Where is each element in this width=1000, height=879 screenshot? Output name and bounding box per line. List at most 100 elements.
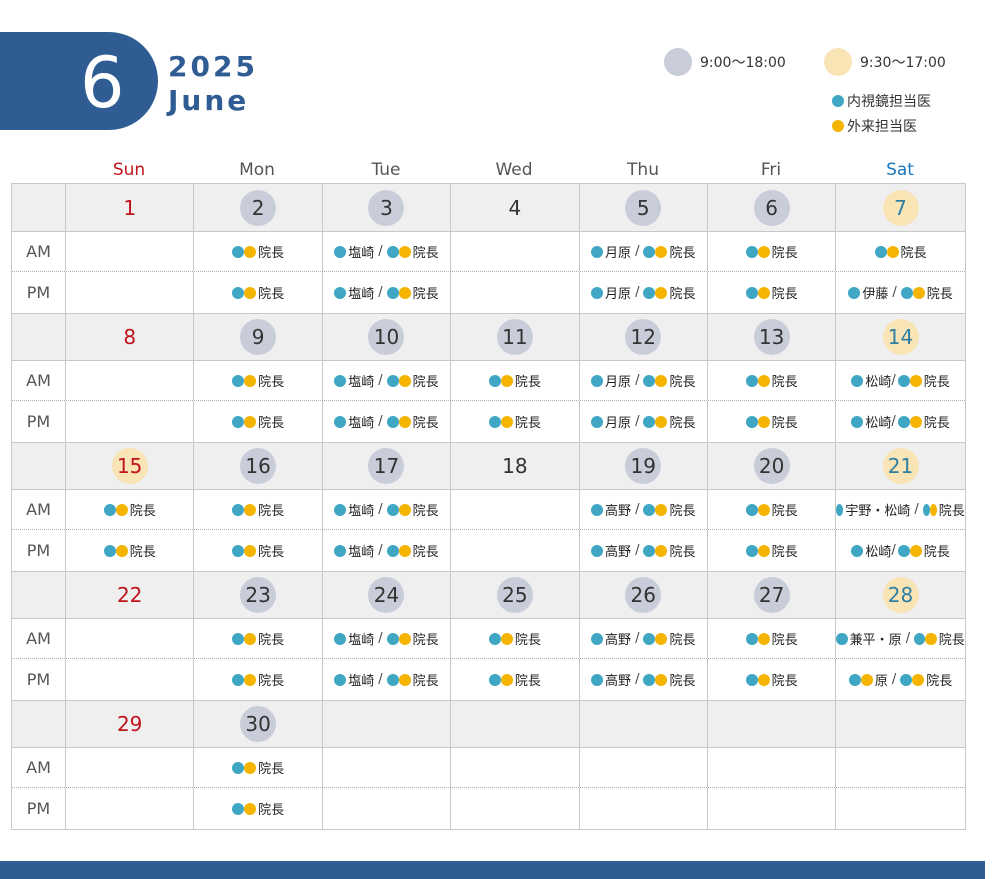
date-cell: 12 bbox=[580, 314, 708, 360]
separator: / bbox=[378, 414, 383, 429]
endoscopy-dot-icon bbox=[591, 503, 604, 516]
am-cell: 院長 bbox=[836, 232, 964, 271]
footer-bar bbox=[0, 861, 985, 879]
separator: / bbox=[635, 672, 640, 687]
pm-row: PM 院長 bbox=[12, 788, 965, 829]
pm-cell bbox=[451, 272, 580, 313]
endoscopy-dot-icon bbox=[334, 415, 347, 428]
pm-cell bbox=[836, 788, 964, 829]
outpatient-dot-icon bbox=[655, 286, 668, 299]
day-number: 23 bbox=[240, 577, 277, 613]
endoscopy-dot-icon bbox=[851, 544, 864, 557]
pm-cell: 院長 bbox=[451, 659, 580, 700]
pm-label: PM bbox=[12, 530, 66, 571]
am-cell bbox=[451, 490, 580, 529]
pm-cell: 原 / 院長 bbox=[836, 659, 964, 700]
separator: / bbox=[378, 373, 383, 388]
day-number: 6 bbox=[753, 189, 790, 226]
outpatient-dot-icon bbox=[244, 415, 257, 428]
month-number: 6 bbox=[80, 42, 125, 124]
day-number: 1 bbox=[123, 195, 137, 220]
date-cell bbox=[451, 701, 580, 747]
pm-cell: 院長 bbox=[708, 659, 837, 700]
am-cell: 院長 bbox=[708, 490, 837, 529]
am-cell: 院長 bbox=[194, 748, 323, 787]
endoscopy-dot-icon bbox=[488, 673, 501, 686]
outpatient-dot-icon bbox=[500, 374, 513, 387]
outpatient-doctor: 院長 bbox=[258, 375, 285, 390]
endoscopy-dot-icon bbox=[232, 761, 245, 774]
outpatient-dot-icon bbox=[757, 503, 770, 516]
day-number: 8 bbox=[123, 325, 137, 349]
pm-cell: 院長 bbox=[194, 401, 323, 442]
legend-hours2-text: 9:30～17:00 bbox=[860, 55, 946, 71]
outpatient-dot-icon bbox=[398, 374, 411, 387]
am-label: AM bbox=[12, 361, 66, 400]
date-cell: 9 bbox=[194, 314, 323, 360]
separator: / bbox=[378, 543, 383, 558]
pm-cell: 院長 bbox=[194, 272, 323, 313]
outpatient-doctor: 院長 bbox=[412, 504, 439, 519]
outpatient-dot-icon bbox=[244, 544, 257, 557]
endoscopy-dot-icon bbox=[914, 632, 926, 645]
day-number: 12 bbox=[625, 319, 662, 355]
am-cell: 月原 / 院長 bbox=[580, 361, 708, 400]
day-number: 24 bbox=[368, 577, 405, 613]
outpatient-doctor: 院長 bbox=[669, 246, 696, 261]
outpatient-doctor: 院長 bbox=[412, 287, 439, 302]
separator: / bbox=[914, 502, 919, 517]
pm-label: PM bbox=[12, 272, 66, 313]
am-cell: 高野 / 院長 bbox=[580, 619, 708, 658]
outpatient-dot-icon bbox=[244, 802, 257, 815]
am-row: AM 院長 bbox=[12, 747, 965, 788]
outpatient-dot-icon bbox=[757, 415, 770, 428]
outpatient-dot-icon bbox=[757, 286, 770, 299]
outpatient-dot-icon bbox=[500, 632, 513, 645]
legend-hours2: 9:30～17:00 bbox=[824, 48, 946, 76]
outpatient-doctor: 院長 bbox=[771, 287, 798, 302]
weekday-wed: Wed bbox=[495, 160, 533, 180]
date-cell: 3 bbox=[323, 184, 452, 231]
pm-cell bbox=[66, 401, 195, 442]
outpatient-doctor: 院長 bbox=[258, 674, 285, 689]
am-cell: 月原 / 院長 bbox=[580, 232, 708, 271]
outpatient-dot-icon bbox=[115, 503, 128, 516]
pm-cell: 松崎 / 院長 bbox=[836, 401, 964, 442]
date-cell: 15 bbox=[66, 443, 195, 489]
endoscopy-dot-icon bbox=[103, 503, 116, 516]
year-label: 2025 bbox=[168, 50, 258, 83]
outpatient-doctor: 院長 bbox=[923, 375, 950, 390]
outpatient-dot-icon bbox=[244, 374, 257, 387]
endoscopy-dot-icon bbox=[897, 374, 910, 387]
date-cell: 18 bbox=[451, 443, 580, 489]
am-cell bbox=[66, 748, 195, 787]
date-cell: 23 bbox=[194, 572, 323, 618]
outpatient-dot-icon bbox=[398, 245, 411, 258]
pm-label: PM bbox=[12, 401, 66, 442]
endoscopy-dot-icon bbox=[900, 286, 913, 299]
separator: / bbox=[378, 672, 383, 687]
pm-cell: 院長 bbox=[194, 530, 323, 571]
endoscopy-dot-icon bbox=[643, 544, 656, 557]
date-cell: 24 bbox=[323, 572, 452, 618]
date-cell: 1 bbox=[66, 184, 195, 231]
am-row: AM 院長 塩崎 / 院長 院長 月原 / 院長 院長 松崎 / 院長 bbox=[12, 360, 965, 401]
day-number: 2 bbox=[240, 189, 277, 226]
am-cell: 院長 bbox=[194, 232, 323, 271]
outpatient-dot-icon bbox=[909, 544, 922, 557]
hours1-swatch bbox=[664, 48, 692, 76]
pm-cell: 院長 bbox=[66, 530, 195, 571]
row-header bbox=[12, 443, 66, 489]
pm-cell: 塩崎 / 院長 bbox=[323, 530, 452, 571]
am-row: AM 院長 塩崎 / 院長 月原 / 院長 院長 院長 bbox=[12, 231, 965, 272]
am-cell: 高野 / 院長 bbox=[580, 490, 708, 529]
endoscopy-doctor: 月原 bbox=[605, 375, 632, 390]
endoscopy-dot-icon bbox=[232, 415, 245, 428]
outpatient-dot-icon bbox=[929, 503, 937, 516]
hours2-swatch bbox=[824, 48, 852, 76]
endoscopy-doctor: 塩崎 bbox=[348, 416, 375, 431]
outpatient-doctor: 院長 bbox=[669, 375, 696, 390]
endoscopy-dot-icon bbox=[836, 503, 844, 516]
endoscopy-doctor: 高野 bbox=[605, 633, 632, 648]
am-cell: 院長 bbox=[708, 361, 837, 400]
